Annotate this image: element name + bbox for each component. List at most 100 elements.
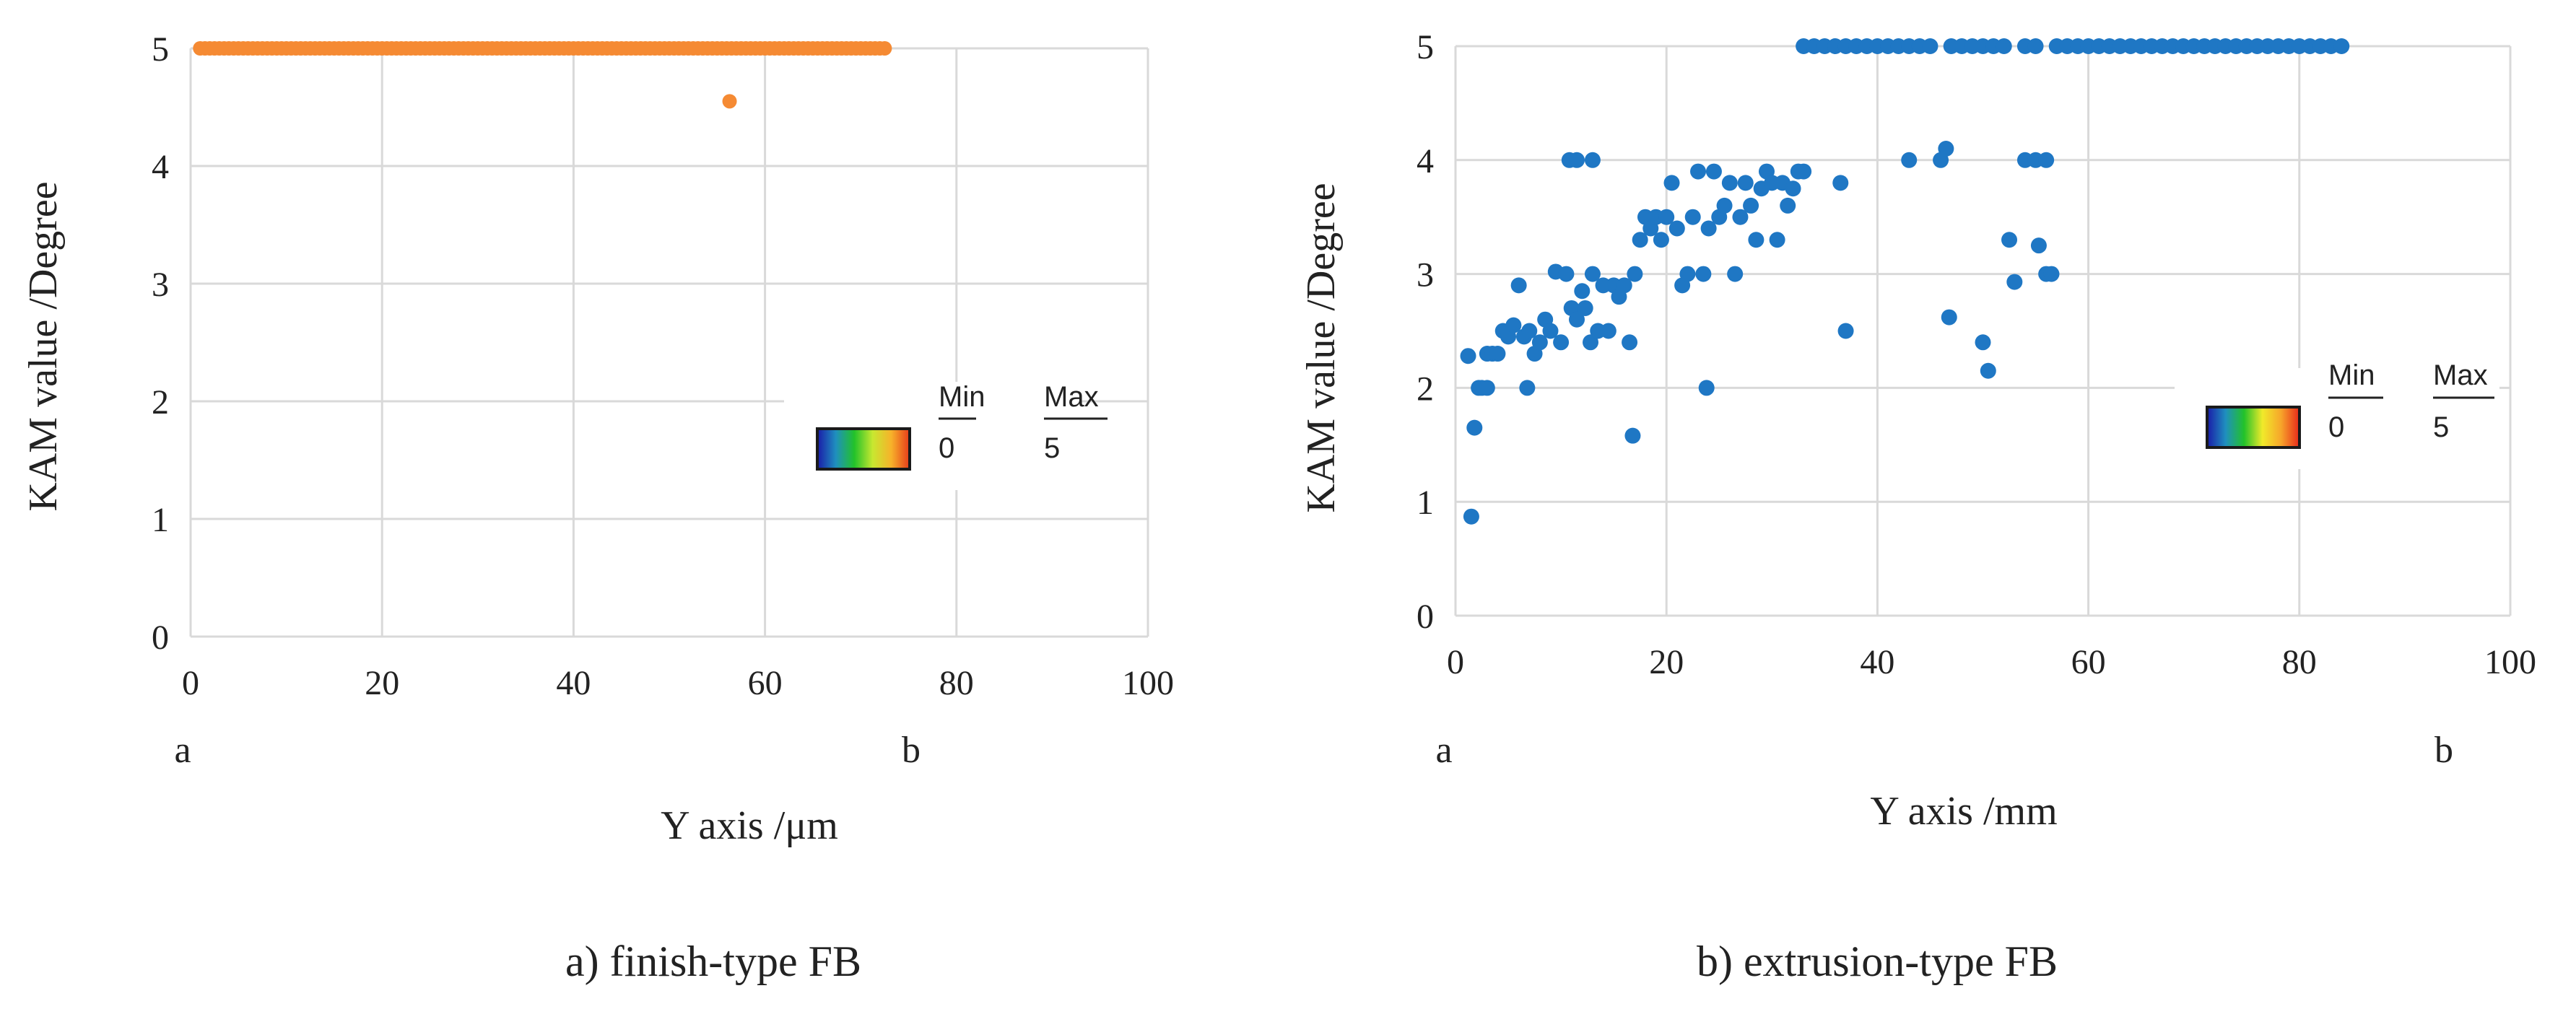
data-points-a	[193, 41, 892, 109]
x-tick-labels-b: 0 20 40 60 80 100	[1447, 643, 2536, 681]
x-tick-label: 20	[1649, 643, 1684, 681]
data-point	[1577, 300, 1593, 316]
data-points-b	[1460, 38, 2350, 525]
y-tick-label: 5	[1417, 28, 1434, 66]
data-point	[1975, 334, 1991, 351]
data-point	[1705, 163, 1722, 180]
start-marker-b: a	[1435, 730, 1452, 771]
data-point	[877, 41, 892, 56]
caption-b: b) extrusion-type FB	[1697, 938, 2058, 985]
data-point	[1460, 348, 1476, 364]
data-point	[1698, 380, 1715, 396]
x-tick-label: 40	[556, 664, 591, 702]
legend-max-value-b: 5	[2433, 411, 2449, 443]
y-tick-label: 2	[1417, 370, 1434, 408]
y-tick-label: 1	[152, 501, 169, 539]
data-point	[1996, 38, 2012, 54]
y-tick-label: 5	[152, 30, 169, 69]
data-point	[2038, 152, 2055, 168]
data-point	[1700, 220, 1717, 237]
data-point	[2006, 274, 2023, 290]
x-tick-label: 40	[1860, 643, 1894, 681]
data-point	[1668, 220, 1685, 237]
data-point	[1796, 163, 1812, 180]
end-marker-b: b	[2434, 730, 2453, 771]
legend-min-value-b: 0	[2328, 411, 2344, 443]
data-point	[1832, 175, 1849, 191]
x-tick-label: 0	[1447, 643, 1464, 681]
legend-max-label-a: Max	[1044, 381, 1099, 413]
data-point	[1980, 362, 1996, 379]
data-point	[2001, 232, 2018, 248]
data-point	[1489, 346, 1506, 362]
y-tick-label: 4	[152, 148, 169, 186]
data-point	[1743, 197, 1759, 214]
x-axis-title-a: Y axis /μm	[661, 803, 838, 848]
data-point	[1558, 266, 1575, 282]
color-legend-b: Min 0 Max 5	[2175, 359, 2499, 469]
data-point	[1624, 427, 1641, 444]
data-point	[1727, 266, 1744, 282]
data-point	[1616, 277, 1632, 294]
data-point	[1780, 197, 1796, 214]
data-point	[1583, 334, 1599, 351]
x-tick-label: 80	[2282, 643, 2317, 681]
data-point	[1574, 283, 1591, 300]
x-tick-label: 100	[1122, 664, 1174, 702]
x-tick-label: 80	[939, 664, 974, 702]
data-point	[1769, 232, 1785, 248]
data-point	[1622, 334, 1638, 351]
data-point	[1519, 380, 1536, 396]
legend-min-value-a: 0	[939, 432, 954, 464]
y-tick-labels-b: 0 1 2 3 4 5	[1417, 28, 1434, 636]
data-point	[1569, 311, 1585, 328]
x-tick-label: 0	[182, 664, 199, 702]
panel-finish-type: 0 1 2 3 4 5 0 20 40 60 80 100 a b Y axis /μm KAM v…	[21, 30, 1174, 985]
data-point	[1837, 323, 1854, 339]
data-point	[1663, 175, 1680, 191]
data-point	[1922, 38, 1938, 54]
caption-a: a) finish-type FB	[565, 938, 861, 985]
x-tick-label: 100	[2484, 643, 2536, 681]
x-axis-title-b: Y axis /mm	[1870, 789, 2057, 834]
data-point	[1658, 209, 1675, 225]
y-tick-label: 3	[1417, 256, 1434, 294]
y-tick-label: 0	[1417, 598, 1434, 636]
y-tick-labels-a: 0 1 2 3 4 5	[152, 30, 169, 657]
x-tick-labels-a: 0 20 40 60 80 100	[182, 664, 1174, 702]
data-point	[1510, 277, 1527, 294]
data-point	[1748, 232, 1765, 248]
start-marker-a: a	[174, 730, 191, 771]
x-tick-label: 60	[2071, 643, 2106, 681]
data-point	[1679, 266, 1696, 282]
data-point	[1901, 152, 1918, 168]
legend-max-label-b: Max	[2433, 359, 2488, 391]
y-tick-label: 1	[1417, 484, 1434, 522]
data-point	[1463, 508, 1479, 525]
data-point	[1521, 323, 1538, 339]
data-point	[1732, 209, 1749, 225]
y-axis-title-a: KAM value /Degree	[21, 181, 66, 511]
data-point	[1553, 334, 1570, 351]
data-point	[2043, 266, 2060, 282]
panel-extrusion-type: 0 1 2 3 4 5 0 20 40 60 80 100 a b Y axis /mm KAM v…	[1299, 28, 2536, 985]
data-point	[1466, 419, 1483, 436]
y-tick-label: 0	[152, 619, 169, 657]
y-tick-label: 3	[152, 266, 169, 304]
data-point	[1584, 266, 1601, 282]
data-point	[1627, 266, 1643, 282]
legend-max-value-a: 5	[1044, 432, 1060, 464]
x-tick-label: 20	[365, 664, 399, 702]
data-point	[1542, 323, 1559, 339]
color-scale-bar-b	[2206, 406, 2301, 449]
data-point	[1941, 309, 1957, 326]
legend-min-label-b: Min	[2328, 359, 2375, 391]
data-point	[1737, 175, 1754, 191]
data-point	[1690, 163, 1707, 180]
color-scale-bar-a	[816, 427, 911, 471]
data-point	[1785, 180, 1801, 197]
data-point	[1632, 232, 1648, 248]
data-point	[1695, 266, 1712, 282]
data-point	[2030, 237, 2047, 254]
